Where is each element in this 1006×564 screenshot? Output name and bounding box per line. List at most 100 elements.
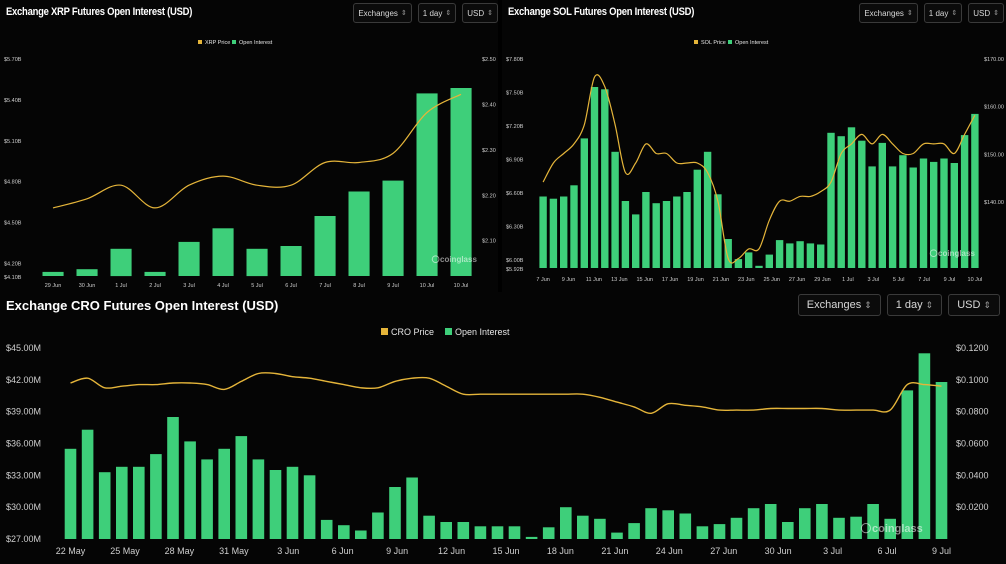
currency-dropdown[interactable]: USD ⇕ [968,3,1004,23]
y-left-tick-label: $4.20B [4,261,22,267]
open-interest-bar [764,504,777,539]
open-interest-bar [382,180,404,276]
open-interest-bar [116,466,128,539]
legend-swatch-oi [232,40,236,44]
open-interest-bar [286,466,299,539]
chevron-updown-icon: ⇕ [400,10,407,17]
interval-dropdown[interactable]: 1 day ⇕ [923,3,963,23]
open-interest-bar [539,196,547,268]
x-tick-label: 27 Jun [710,546,737,556]
open-interest-bar [940,158,948,268]
open-interest-bar [673,196,681,268]
open-interest-bar [178,241,200,276]
y-left-tick-label: $4.80B [4,180,22,186]
chevron-updown-icon: ⇕ [906,10,913,17]
y-left-tick-label: $7.80B [506,57,524,63]
coinglass-logo-icon [431,255,440,264]
open-interest-bar [960,135,969,268]
y-right-tick-label: $2.10 [482,239,496,245]
y-left-tick-label: $6.90B [506,158,524,164]
coinglass-watermark: coinglass [872,523,923,535]
y-left-tick-label: $6.60B [506,191,524,197]
open-interest-bar [590,87,599,268]
open-interest-bar [730,517,743,539]
interval-dropdown[interactable]: 1 day ⇕ [886,294,943,316]
open-interest-bar [64,448,77,539]
cro-chart-panel: CRO Price Open Interest $27.00M $30.00M $33.… [0,292,1006,564]
open-interest-bar [621,201,630,268]
y-left-tick-label: $45.00M [6,343,41,353]
y-left-tick-label: $42.00M [6,375,41,385]
coinglass-logo-icon [929,249,938,258]
x-tick-label: 2 Jul [149,283,161,289]
open-interest-bar [847,127,856,268]
x-tick-label: 28 May [165,546,195,556]
exchanges-dropdown[interactable]: Exchanges ⇕ [859,3,918,23]
y-left-tick-label: $4.10B [4,275,22,281]
x-tick-label: 17 Jun [662,277,679,283]
open-interest-bar [724,239,732,268]
open-interest-bar [747,508,760,539]
open-interest-bar [416,93,438,277]
exchanges-dropdown[interactable]: Exchanges ⇕ [353,3,412,23]
chevron-updown-icon: ⇕ [983,299,991,310]
open-interest-bar [269,470,282,539]
x-tick-label: 10 Jul [968,277,983,283]
open-interest-bar [693,169,701,268]
open-interest-bar [474,526,487,539]
open-interest-bar [389,487,401,539]
y-left-tick-label: $4.50B [4,221,22,227]
price-line [70,372,942,415]
open-interest-bar [909,167,917,268]
x-tick-label: 10 Jul [420,283,435,289]
sol-chart-controls: Exchanges ⇕ 1 day ⇕ USD ⇕ [859,3,1004,23]
open-interest-bar [628,523,640,539]
exchanges-dropdown[interactable]: Exchanges ⇕ [797,294,881,316]
open-interest-bar [796,241,804,268]
interval-dropdown[interactable]: 1 day ⇕ [417,3,457,23]
open-interest-bar [683,192,691,268]
open-interest-bar [899,155,907,268]
cro-chart-controls: Exchanges ⇕ 1 day ⇕ USD ⇕ [797,294,1000,316]
x-tick-label: 1 Jul [115,283,127,289]
x-tick-label: 24 Jun [656,546,683,556]
x-tick-label: 25 May [110,546,140,556]
open-interest-bar [662,510,674,539]
interval-dropdown-label: 1 day [928,8,949,18]
open-interest-bar [611,532,623,539]
currency-dropdown[interactable]: USD ⇕ [462,3,498,23]
cro-chart: CRO Price Open Interest $27.00M $30.00M $33.… [6,327,989,556]
x-tick-label: 4 Jul [217,283,229,289]
x-tick-label: 11 Jun [586,277,602,283]
open-interest-bar [594,518,606,539]
x-tick-label: 9 Jun [562,277,575,283]
y-left-tick-label: $33.00M [6,470,41,480]
open-interest-bar [816,504,828,539]
price-line [542,74,976,264]
open-interest-bar [642,192,650,268]
open-interest-bar [601,89,609,268]
x-tick-label: 21 Jun [713,277,730,283]
chevron-updown-icon: ⇕ [864,299,872,310]
open-interest-bar [235,436,248,539]
open-interest-bar [867,504,879,539]
y-right-tick-label: $0.0400 [956,470,989,480]
x-tick-label: 21 Jun [601,546,628,556]
open-interest-bar [837,136,845,268]
open-interest-bar [491,526,504,539]
y-right-tick-label: $150.00 [984,152,1004,158]
x-tick-label: 6 Jul [285,283,297,289]
currency-dropdown[interactable]: USD ⇕ [948,294,1000,316]
exchanges-dropdown-label: Exchanges [864,8,904,18]
open-interest-bar [560,196,568,268]
x-tick-label: 7 Jul [918,277,930,283]
open-interest-bar [632,214,640,268]
legend-label-oi: Open Interest [455,327,510,337]
open-interest-bar [858,140,866,268]
open-interest-bar [133,466,145,539]
chevron-updown-icon: ⇕ [951,10,958,17]
y-left-tick-label: $36.00M [6,439,41,449]
legend-label-price: XRP Price [205,40,230,46]
y-left-tick-label: $5.70B [4,57,22,63]
open-interest-bar [320,519,333,539]
